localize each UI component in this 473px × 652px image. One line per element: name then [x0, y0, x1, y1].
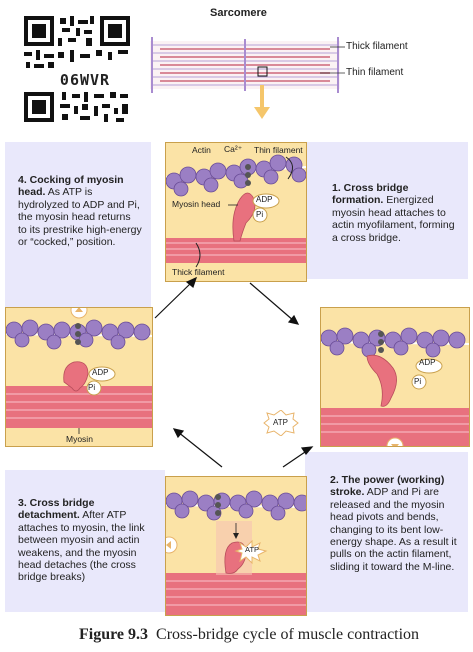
- atp-starburst: ATP: [262, 410, 300, 436]
- step1-heading: 1. Cross bridge formation.: [332, 182, 409, 207]
- adp-label-4: ADP: [92, 368, 109, 377]
- step3-box: ATP: [165, 476, 307, 616]
- step1-box: Actin Ca²⁺ Thin filament Myosin head ADP…: [165, 142, 307, 282]
- step1-panel: [305, 142, 468, 279]
- sarcomere-diagram: Sarcomere Thick filament Thin fil: [140, 5, 470, 140]
- myosin-label: Myosin: [66, 434, 93, 444]
- adp-label-2: ADP: [419, 358, 436, 367]
- pi-label-4: Pi: [88, 383, 96, 392]
- thick-filament-label-1: Thick filament: [172, 267, 225, 277]
- qr-code: 06WVR: [22, 14, 132, 124]
- step3-panel: [5, 470, 165, 612]
- figure-caption-label: Figure 9.3: [79, 626, 149, 643]
- atp-label-2: ATP: [273, 418, 288, 427]
- arrow-atp-to-step2: [282, 449, 309, 468]
- thick-filament-label: Thick filament: [346, 41, 408, 52]
- step2-panel: [305, 452, 468, 612]
- pi-label-1: Pi: [256, 210, 264, 219]
- arrow-step4-to-step1: [154, 281, 193, 319]
- adp-label-1: ADP: [256, 195, 273, 204]
- step1-caption: 1. Cross bridge formation. Energized myo…: [332, 182, 460, 244]
- arrow-step3-to-step4: [177, 431, 223, 468]
- step3-caption: 3. Cross bridge detachment. After ATP at…: [18, 497, 150, 584]
- calcium-label: Ca²⁺: [224, 144, 243, 154]
- step2-heading: 2. The power (working) stroke.: [330, 474, 445, 499]
- step4-text: As ATP is hydrolyzed to ADP and Pi, the …: [18, 186, 142, 249]
- step4-heading: 4. Cocking of myosin head.: [18, 174, 124, 199]
- arrow-step1-to-step2: [249, 282, 295, 322]
- step2-caption: 2. The power (working) stroke. ADP and P…: [330, 474, 464, 573]
- step3-heading: 3. Cross bridge detachment.: [18, 497, 95, 522]
- step2-text: ADP and Pi are released and the myosin h…: [330, 486, 457, 573]
- sarcomere-title: Sarcomere: [210, 7, 267, 19]
- qr-code-text: 06WVR: [50, 71, 120, 89]
- atp-label-3: ATP: [245, 545, 260, 554]
- step2-box: ADP Pi: [320, 307, 470, 447]
- myosin-head-label: Myosin head: [172, 199, 221, 209]
- thin-filament-label-1: Thin filament: [254, 145, 303, 155]
- step4-box: ADP Pi Myosin: [5, 307, 153, 447]
- step4-panel: [5, 142, 151, 307]
- figure-caption-text: Cross-bridge cycle of muscle contraction: [156, 626, 420, 643]
- actin-label: Actin: [192, 145, 211, 155]
- thin-filament-label: Thin filament: [346, 67, 404, 78]
- step3-text: After ATP attaches to myosin, the link b…: [18, 509, 145, 584]
- step4-caption: 4. Cocking of myosin head. As ATP is hyd…: [18, 174, 142, 248]
- step1-text: Energized myosin head attaches to actin …: [332, 194, 455, 244]
- figure-caption: Figure 9.3 Cross-bridge cycle of muscle …: [79, 626, 469, 644]
- pi-label-2: Pi: [414, 377, 422, 386]
